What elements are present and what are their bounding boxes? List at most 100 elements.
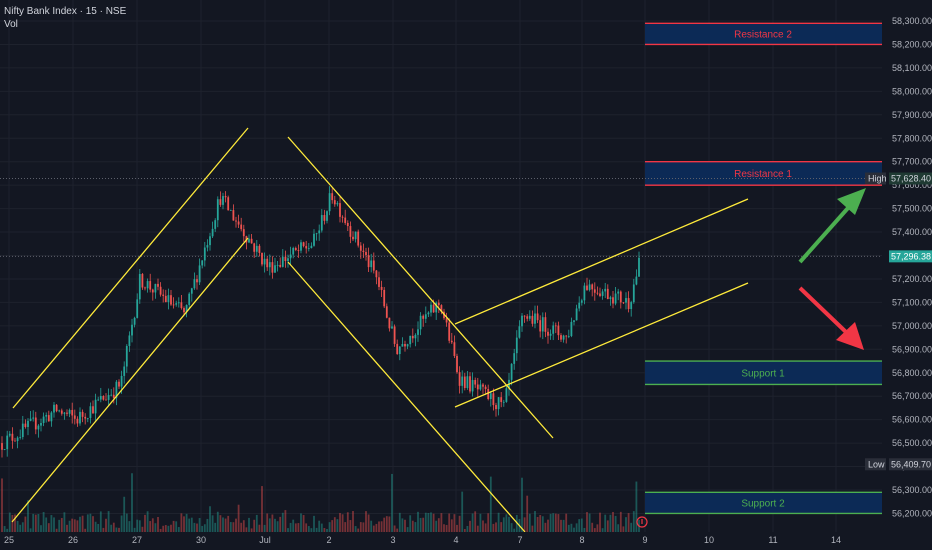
volume-bar: [190, 517, 193, 532]
candle-body: [203, 247, 206, 261]
volume-bar: [599, 512, 601, 532]
zone-label: Resistance 2: [734, 29, 792, 40]
volume-bar: [206, 518, 209, 532]
volume-bar: [593, 528, 596, 532]
x-tick-label: 8: [579, 535, 584, 545]
volume-bar: [635, 481, 638, 532]
candle-body: [531, 315, 534, 324]
volume-bar: [151, 518, 154, 532]
y-tick-label: 56,500.00: [892, 438, 932, 448]
y-tick-label: 56,900.00: [892, 344, 932, 354]
volume-bar: [432, 513, 435, 532]
candle-body: [578, 302, 581, 309]
volume-bar: [118, 527, 120, 532]
candle-body: [365, 251, 367, 256]
candle-body: [300, 242, 302, 251]
channel-line: [12, 127, 249, 409]
candle-body: [515, 337, 518, 354]
candle-body: [427, 312, 430, 315]
zone-resistance: [645, 23, 882, 45]
zone-resistance: [645, 161, 882, 186]
volume-bar: [388, 516, 391, 532]
candle-body: [27, 420, 29, 428]
candle-body: [34, 417, 37, 430]
candle-body: [487, 389, 490, 400]
volume-bar: [326, 528, 328, 532]
candle-body: [240, 224, 243, 230]
y-tick-label: 58,000.00: [892, 86, 932, 96]
candle-body: [567, 336, 570, 337]
volume-bar: [323, 528, 326, 532]
candle-body: [414, 334, 417, 339]
volume-bar: [445, 524, 448, 532]
y-tick-label: 57,900.00: [892, 110, 932, 120]
candle-body: [63, 412, 66, 414]
low-tag-label: Low: [868, 459, 885, 469]
volume-bar: [16, 520, 19, 532]
volume-bar: [14, 514, 16, 532]
candle-body: [305, 246, 308, 249]
candle-body: [157, 283, 159, 287]
candle-body: [164, 295, 167, 303]
volume-bar: [562, 519, 565, 532]
volume-bar: [185, 513, 188, 532]
candle-body: [279, 264, 282, 267]
volume-bar: [32, 513, 35, 532]
volume-bar: [8, 512, 11, 532]
candle-body: [73, 415, 76, 419]
x-tick-label: 7: [517, 535, 522, 545]
candle-body: [632, 284, 635, 303]
candle-body: [622, 302, 625, 304]
y-tick-label: 57,400.00: [892, 227, 932, 237]
candle-body: [461, 376, 464, 386]
x-tick-label: 9: [642, 535, 647, 545]
candle-body: [393, 326, 396, 344]
volume-bar: [526, 495, 529, 532]
candle-body: [172, 304, 175, 306]
y-tick-label: 57,000.00: [892, 321, 932, 331]
candle-body: [489, 393, 492, 400]
volume-bar: [625, 517, 627, 532]
volume-bar: [544, 522, 547, 532]
candle-body: [544, 317, 547, 332]
volume-bar: [292, 519, 295, 532]
volume-bar: [549, 513, 552, 532]
volume-bar: [289, 522, 292, 532]
volume-bar: [476, 525, 479, 532]
zones: Resistance 2 Resistance 1 Support 1 Support…: [645, 22, 882, 515]
volume-bar: [333, 517, 336, 532]
candle-body: [37, 425, 40, 430]
volume-bar: [580, 518, 583, 532]
candle-body: [250, 238, 253, 244]
volume-bar: [89, 513, 92, 532]
candle-body: [162, 294, 165, 296]
volume-bar: [58, 519, 61, 532]
volume-bar: [391, 473, 393, 532]
candle-body: [289, 254, 292, 259]
event-marker-ring: [636, 516, 648, 528]
candle-body: [573, 320, 575, 322]
y-tick-label: 57,200.00: [892, 274, 932, 284]
volume-bar: [97, 523, 100, 532]
candle-body: [450, 340, 453, 343]
candle-body: [370, 260, 373, 268]
volume-bar: [177, 527, 180, 532]
volume-bar: [47, 523, 50, 532]
candle-body: [128, 335, 131, 347]
candle-body: [430, 304, 432, 313]
volume-bar: [154, 523, 157, 532]
volume-bar: [541, 516, 544, 532]
volume-bar: [320, 523, 323, 532]
volume-indicator-label[interactable]: Vol: [4, 19, 18, 30]
candle-body: [227, 197, 230, 211]
candle-body: [352, 236, 354, 240]
symbol-title[interactable]: Nifty Bank Index · 15 · NSE: [4, 6, 127, 17]
volume-bar: [632, 511, 635, 532]
candle-body: [232, 210, 235, 221]
volume-bar: [60, 518, 63, 532]
candle-body: [570, 321, 573, 337]
candle-body: [84, 416, 87, 419]
candle-body: [536, 313, 539, 321]
high-tag-label: High: [868, 173, 887, 183]
